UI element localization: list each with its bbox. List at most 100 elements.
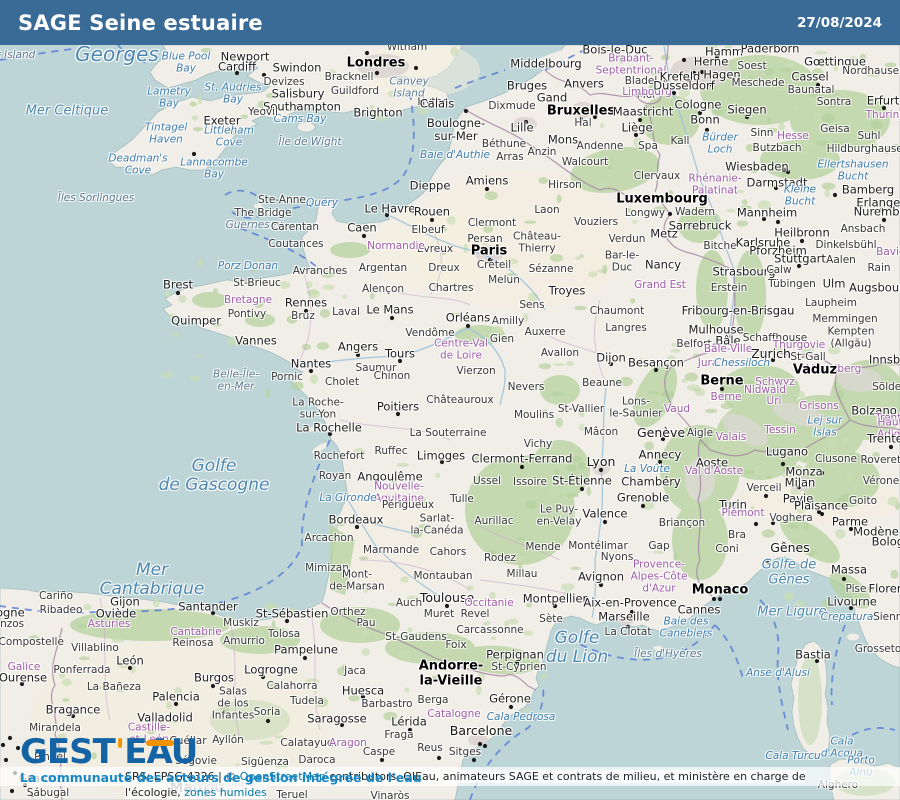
map-label: Bretagne [223,294,273,307]
map-label: Hagen [703,67,741,82]
map-label: León [116,653,144,668]
map-label: Uri [766,395,782,408]
map-label: Luxembourg [616,191,708,207]
map-label: Brest [163,277,193,292]
map-label: Teruel [276,789,308,800]
map-label: Bois-le-Duc [582,42,648,57]
map-label: Créteil [476,259,512,272]
map-label: Coni [715,543,739,556]
map-label: St-Gaudens [385,631,447,644]
zeeland-islands [536,50,566,72]
map-label: Saumur [355,362,397,375]
map-label: Nyons [600,551,634,564]
map-label: Barbastro [361,698,413,711]
city-dot [374,70,380,76]
city-dot [260,674,266,680]
map-label: Walcourt [561,156,609,169]
map-label: Boulogne- sur-Mer [426,116,486,143]
city-dot [763,493,769,499]
attribution-prefix: SRS: EPSG:4326 | © [125,770,240,783]
map-label: Muret [423,608,455,621]
map-label: Baunatal [787,84,835,97]
map-label: Heilbronn [774,225,830,240]
city-dot [796,484,802,490]
map-label: Pise [845,583,867,596]
city-dot [360,694,366,700]
city-dot [389,315,395,321]
city-dot [625,624,631,630]
map-label: Rain [867,262,891,275]
map-label: Vannes [235,333,277,348]
map-label: Vierzon [456,365,496,378]
map-label: Baie d'Authie [420,149,490,162]
map-label: Baie des Canebiers [659,615,713,639]
map-label: Belfort [676,338,712,351]
map-label: Pontivy [227,308,267,321]
map-label: Bracknell [324,71,374,84]
map-label: Ponferrada [53,664,111,677]
map-label: Saint-Jacques-de-Compostelle [0,636,64,649]
map-label: Belle-Île- en-Mer [212,368,260,392]
map-label: Bürder Loch [702,131,738,155]
map-label: Val d'Aoste [684,465,744,478]
map-label: Lej sur Islas [807,414,843,438]
zones-humides-link[interactable]: zones humides [184,786,267,799]
map-label: Aix-en-Provence [583,595,677,610]
openstreetmap-link[interactable]: OpenStreetMap [239,770,326,783]
city-dot [234,70,240,76]
map-label: Turin [719,497,747,512]
city-dot [303,308,309,314]
map-label: Wadern [674,206,716,219]
map-label: Ansbach [840,223,886,236]
map-label: Geisa [820,123,850,136]
map-label: Palencia [152,689,200,704]
map-label: Valais [715,431,747,444]
map-label: Cahors [429,546,467,559]
city-dot [780,461,786,467]
map-label: Erfurt [866,93,900,108]
map-label: Amurrio [223,635,265,648]
map-label: Meschede [731,77,785,90]
map-label: Anse d'Alusi [746,667,810,680]
city-dot [657,459,663,465]
map-label: Le Puy- en-Velay [536,503,582,527]
map-label: Brighton [353,105,403,120]
map-label: Wiesbaden [725,159,789,174]
map-label: Newport [220,49,270,64]
guernsey-island [254,204,262,208]
city-dot [395,411,401,417]
map-label: Memmingen [812,313,878,326]
map-label: St-Étienne [552,473,612,488]
map-label: Cardiff [217,59,257,74]
city-dot [711,596,717,602]
map-label: Sinn [750,127,774,140]
map-label: Bruges [506,78,548,93]
map-label: The Bridge [234,207,292,220]
map-label: Sarlat- la-Canéda [410,512,464,536]
map-label: Angers [337,339,379,354]
map-label: St-Vallier [557,403,605,416]
city-dot [407,727,413,733]
city-dot [814,658,820,664]
map-label: Blue Pool Bay [161,50,211,74]
map-label: Angoulême [357,469,423,484]
map-label: Barcelone [449,723,513,738]
map-label: Annecy [638,447,682,462]
map-label: Îles d'Hyères [634,648,702,661]
map-label: Kall [670,135,690,148]
map-label: Galice [7,661,41,674]
map-label: Innsbruck [868,352,900,367]
map-label: Mimizan [305,562,349,575]
map-label: La Roche- sur-Yon [292,396,344,420]
map-label: Chaumont [589,305,645,318]
map-label: Amiens [465,173,509,188]
gesteau-logo: GEST'EAU La communauté des acteurs de ge… [20,735,422,785]
map-label: Maastricht [612,104,674,119]
map-label: Orléans [445,310,491,325]
map-label: Parme [831,514,869,529]
map-label: Caen [347,220,377,235]
city-dot [667,211,673,217]
map-label: Karlsruhe [735,235,791,250]
